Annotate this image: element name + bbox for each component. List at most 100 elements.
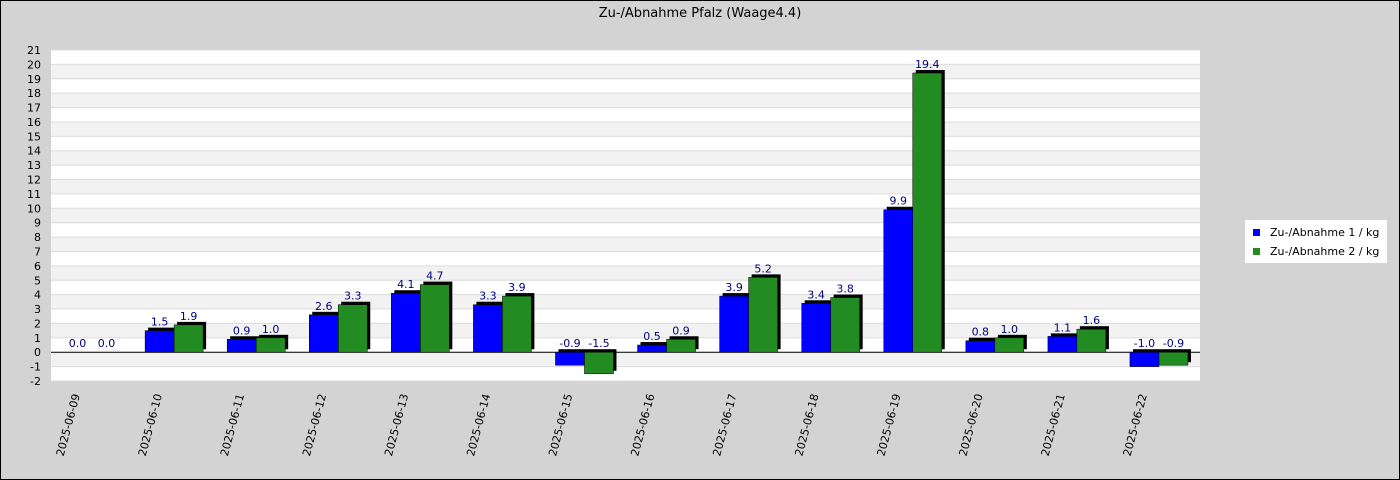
bar-series-1: [555, 351, 585, 366]
x-tick-label: 2025-06-19: [875, 392, 904, 457]
y-tick-label: 16: [27, 116, 41, 129]
grid-band: [51, 323, 1200, 338]
bar-series-1: [637, 344, 667, 353]
y-tick-label: 9: [34, 217, 41, 230]
bar-series-1: [801, 303, 831, 353]
bar-series-2: [173, 324, 204, 353]
y-tick-label: 14: [27, 145, 41, 158]
y-tick-label: -2: [30, 375, 41, 388]
data-label: 3.4: [807, 288, 825, 301]
y-tick-label: 5: [34, 274, 41, 287]
data-label: 0.0: [69, 337, 87, 350]
x-tick-label: 2025-06-21: [1039, 392, 1068, 457]
data-label: -1.5: [588, 337, 609, 350]
data-label: 19.4: [915, 58, 940, 71]
data-label: 1.6: [1083, 314, 1101, 327]
y-tick-label: 15: [27, 130, 41, 143]
data-label: 4.7: [426, 270, 444, 283]
data-label: 3.3: [479, 290, 497, 303]
legend-swatch-series-2: [1253, 248, 1260, 255]
y-tick-label: 21: [27, 44, 41, 57]
bar-series-2: [255, 337, 286, 353]
bar-series-2: [748, 277, 778, 353]
x-tick-label: 2025-06-13: [382, 392, 411, 457]
data-label: 1.9: [180, 310, 198, 323]
legend: Zu-/Abnahme 1 / kg Zu-/Abnahme 2 / kg: [1245, 220, 1387, 263]
x-tick-label: 2025-06-17: [710, 392, 739, 457]
data-label: 0.5: [643, 330, 661, 343]
x-tick-label: 2025-06-10: [136, 392, 165, 457]
x-tick-label: 2025-06-22: [1121, 392, 1150, 457]
y-tick-label: 7: [34, 245, 41, 258]
data-label: 4.1: [397, 278, 415, 291]
bar-series-1: [473, 304, 503, 353]
data-label: 2.6: [315, 300, 333, 313]
legend-label-series-2: Zu-/Abnahme 2 / kg: [1270, 245, 1379, 258]
legend-label-series-1: Zu-/Abnahme 1 / kg: [1270, 226, 1379, 239]
bar-series-2: [420, 284, 450, 353]
grid-band: [51, 208, 1200, 223]
x-tick-label: 2025-06-15: [546, 392, 575, 457]
grid-band: [51, 352, 1200, 367]
y-tick-label: 3: [34, 303, 41, 316]
x-tick-label: 2025-06-16: [628, 392, 657, 457]
y-tick-label: 10: [27, 202, 41, 215]
data-label: -0.9: [1163, 337, 1184, 350]
data-label: 3.9: [508, 281, 526, 294]
bar-series-2: [502, 295, 532, 353]
x-tick-label: 2025-06-14: [464, 392, 493, 457]
bar-series-1: [1047, 336, 1078, 353]
y-tick-label: 11: [27, 188, 41, 201]
data-label: -1.0: [1134, 337, 1155, 350]
bar-series-2: [1158, 351, 1189, 366]
bar-series-2: [666, 339, 696, 353]
bar-series-1: [309, 314, 339, 353]
y-tick-label: 1: [34, 332, 41, 345]
y-tick-label: 0: [34, 346, 41, 359]
y-tick-label: 6: [34, 260, 41, 273]
bar-series-2: [830, 297, 860, 353]
y-tick-label: 13: [27, 159, 41, 172]
grid-layer: [51, 49, 1200, 382]
x-tick-label: 2025-06-18: [792, 392, 821, 457]
grid-band: [51, 237, 1200, 252]
data-label: 1.5: [151, 316, 169, 329]
bar-series-2: [994, 337, 1025, 353]
x-tick-label: 2025-06-09: [54, 392, 83, 457]
y-tick-label: -1: [30, 361, 41, 374]
y-tick-label: 19: [27, 73, 41, 86]
grid-band: [51, 265, 1200, 281]
y-tick-label: 8: [34, 231, 41, 244]
bar-series-1: [391, 292, 421, 353]
legend-box: [1245, 220, 1387, 263]
bar-series-1: [144, 330, 175, 353]
bar-series-1: [226, 339, 257, 353]
data-label: 1.0: [262, 323, 280, 336]
data-label: 1.0: [1001, 323, 1019, 336]
data-label: 0.0: [98, 337, 116, 350]
bars-layer: [144, 70, 1191, 375]
legend-swatch-series-1: [1253, 229, 1260, 236]
x-tick-label: 2025-06-20: [957, 392, 986, 457]
data-label: 5.2: [754, 262, 772, 275]
grid-band: [51, 294, 1200, 310]
y-tick-label: 4: [34, 289, 41, 302]
grid-band: [51, 64, 1200, 79]
grid-band: [51, 93, 1200, 108]
y-tick-label: 2: [34, 317, 41, 330]
data-label: 3.9: [725, 281, 743, 294]
bar-series-1: [1129, 351, 1160, 367]
data-label: 0.9: [233, 324, 251, 337]
bar-series-2: [338, 304, 368, 353]
grid-band: [51, 179, 1200, 194]
bar-series-1: [883, 209, 913, 353]
data-label: -0.9: [559, 337, 580, 350]
y-tick-label: 12: [27, 174, 41, 187]
grid-band: [51, 150, 1200, 166]
x-tick-label: 2025-06-12: [300, 392, 329, 457]
bar-series-2: [1076, 328, 1107, 353]
bar-series-2: [584, 351, 614, 375]
